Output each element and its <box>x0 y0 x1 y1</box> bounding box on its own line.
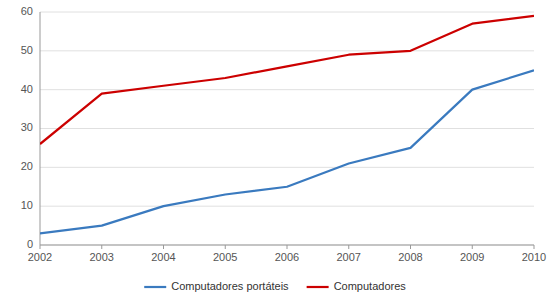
chart: 0102030405060200220032004200520062007200… <box>0 0 550 301</box>
x-tick-label: 2008 <box>398 251 422 263</box>
x-tick-label: 2006 <box>275 251 299 263</box>
x-tick <box>410 245 411 249</box>
legend-item: Computadores portáteis <box>144 280 289 292</box>
x-tick <box>163 245 164 249</box>
plot-area <box>40 16 534 233</box>
legend-swatch <box>144 286 166 288</box>
x-tick <box>534 245 535 249</box>
legend-swatch <box>307 286 329 288</box>
x-tick <box>472 245 473 249</box>
x-tick-label: 2003 <box>90 251 114 263</box>
x-axis: 2002 2003 2004 2005 2006 2007 2008 2009 2010 <box>28 245 546 263</box>
grid-line <box>40 206 534 207</box>
line <box>40 16 534 144</box>
grid-line <box>40 12 534 13</box>
x-tick <box>225 245 226 249</box>
legend-label: Computadores portáteis <box>171 280 289 292</box>
y-tick-label: 10 <box>21 199 33 211</box>
y-tick-label: 50 <box>21 44 33 56</box>
grid-line <box>40 167 534 168</box>
x-tick-label: 2004 <box>151 251 175 263</box>
y-tick-label: 60 <box>21 5 33 17</box>
y-tick-label: 40 <box>21 83 33 95</box>
chart-container: 0102030405060200220032004200520062007200… <box>0 0 550 301</box>
x-tick-label: 2009 <box>460 251 484 263</box>
x-tick-label: 2007 <box>337 251 361 263</box>
y-axis-line <box>40 12 41 245</box>
grid-line <box>40 128 534 129</box>
y-axis: 0 10 20 30 40 50 60 <box>21 5 534 250</box>
x-tick-label: 2005 <box>213 251 237 263</box>
x-tick <box>40 245 41 249</box>
legend-item: Computadores <box>307 280 407 292</box>
grid-line <box>40 89 534 90</box>
y-tick-label: 20 <box>21 160 33 172</box>
x-tick <box>287 245 288 249</box>
x-tick <box>348 245 349 249</box>
grid-line <box>40 50 534 51</box>
y-tick-label: 30 <box>21 121 33 133</box>
legend-label: Computadores <box>334 280 407 292</box>
x-tick-label: 2002 <box>28 251 52 263</box>
legend: Computadores portáteis Computadores <box>144 280 406 292</box>
y-tick-label: 0 <box>27 238 33 250</box>
x-tick <box>101 245 102 249</box>
line <box>40 70 534 233</box>
x-tick-label: 2010 <box>522 251 546 263</box>
